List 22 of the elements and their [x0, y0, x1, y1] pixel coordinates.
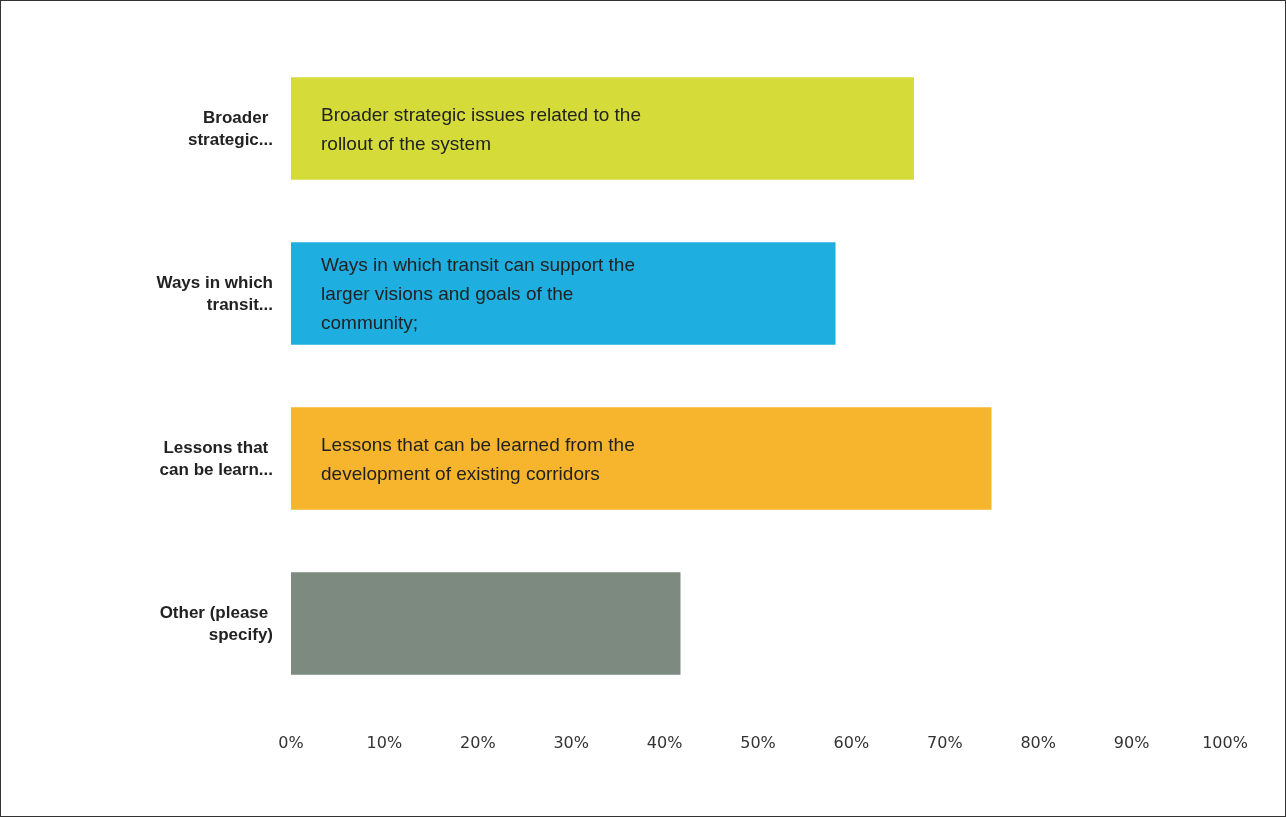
- x-tick-label: 50%: [740, 732, 776, 752]
- x-tick-label: 100%: [1202, 732, 1248, 752]
- x-tick-label: 10%: [366, 732, 403, 752]
- x-tick-label: 30%: [553, 732, 589, 752]
- bar: [291, 407, 992, 510]
- x-tick-label: 0%: [278, 732, 304, 752]
- bar: [291, 572, 681, 675]
- x-tick-label: 90%: [1113, 732, 1150, 752]
- x-tick-label: 20%: [460, 732, 496, 752]
- x-tick-label: 70%: [927, 732, 963, 752]
- x-tick-label: 60%: [833, 732, 870, 752]
- y-tick-label: Ways in which transit...: [156, 273, 273, 314]
- y-tick-label: Broader strategic...: [187, 108, 273, 149]
- annotation: Broader strategic issues related to the rollout of the system: [321, 103, 647, 154]
- x-tick-label: 40%: [646, 732, 683, 752]
- x-tick-label: 80%: [1020, 732, 1056, 752]
- y-tick-label: Other (please specify): [159, 603, 273, 644]
- y-tick-label: Lessons that can be learn...: [159, 438, 273, 479]
- bar: [291, 77, 914, 180]
- annotation: Ways in which transit can support the larger visions and goals of the community;: [321, 254, 641, 333]
- annotation: Lessons that can be learned from the development of existing corridors: [321, 433, 640, 484]
- bar: [291, 242, 836, 345]
